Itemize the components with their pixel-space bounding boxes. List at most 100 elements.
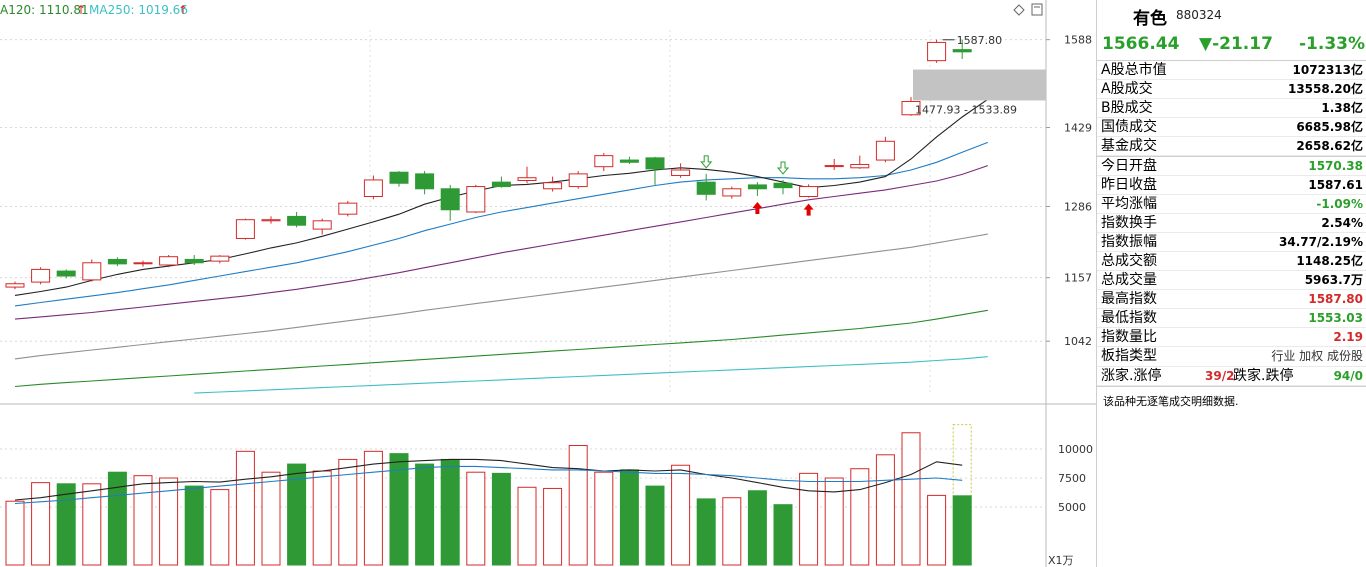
stat-value: 2.19 xyxy=(1333,330,1363,345)
y-tick-label: 1588 xyxy=(1064,34,1092,47)
volume-bar xyxy=(389,453,409,566)
buy-signal-icon xyxy=(752,201,763,214)
stat-row: 指数换手 2.54% xyxy=(1097,214,1366,233)
stat-label: 总成交量 xyxy=(1101,272,1157,289)
candle-body xyxy=(389,171,409,184)
stat-value: 1553.03 xyxy=(1308,311,1363,326)
expand-icon[interactable] xyxy=(1031,3,1043,16)
vol-tick-label: 5000 xyxy=(1058,501,1086,514)
candle-body xyxy=(287,215,307,226)
stat-label: 指数量比 xyxy=(1101,329,1157,346)
grid xyxy=(0,0,1096,567)
buy-signal-icon xyxy=(803,203,814,216)
chart-annotations: 1477.93 - 1533.89 1587.80 xyxy=(700,34,1046,216)
candle-body xyxy=(415,173,435,190)
volume-unit-label: X1万 xyxy=(1048,554,1074,567)
stat-row: 国债成交 6685.98亿 xyxy=(1097,118,1366,138)
vol-tick-label: 7500 xyxy=(1058,472,1086,485)
candle-body xyxy=(491,181,511,188)
volume-bar xyxy=(645,485,665,566)
candle-body xyxy=(568,173,588,188)
stat-row: 指数振幅 34.77/2.19% xyxy=(1097,233,1366,252)
volume-bar xyxy=(901,432,921,566)
candles xyxy=(5,39,972,290)
index-type-row: 板指类型 行业 加权 成份股 xyxy=(1097,347,1366,367)
candle-body xyxy=(31,268,51,283)
stat-value: 5963.7万 xyxy=(1304,273,1363,288)
stat-row: 最高指数 1587.80 xyxy=(1097,290,1366,310)
y-tick-label: 1286 xyxy=(1064,200,1092,213)
stat-label: 总成交额 xyxy=(1101,252,1157,269)
stat-label: 平均涨幅 xyxy=(1101,195,1157,212)
volume-bar xyxy=(619,469,639,566)
volume-ma-lines xyxy=(14,458,963,505)
stat-label: 指数振幅 xyxy=(1101,233,1157,250)
stat-label: A股成交 xyxy=(1101,81,1153,98)
ma250-legend: MA250: 1019.66 xyxy=(89,3,188,17)
candle-body xyxy=(517,177,537,181)
volume-bar xyxy=(210,489,230,566)
stat-row: B股成交 1.38亿 xyxy=(1097,99,1366,119)
kline-chart[interactable]: 1042 1157 1286 1429 1588 5000 7500 10000 X1万 147… xyxy=(0,0,1096,567)
volume-bar xyxy=(722,497,742,566)
volume-estimate-outline xyxy=(952,424,972,566)
stat-value: 13558.20亿 xyxy=(1287,82,1363,97)
volume-bar xyxy=(696,498,716,566)
volume-bar xyxy=(952,495,972,566)
y-tick-label: 1429 xyxy=(1064,121,1092,134)
candle-body xyxy=(159,256,179,266)
stat-value: 2.54% xyxy=(1321,215,1363,230)
stat-row: 最低指数 1553.03 xyxy=(1097,309,1366,329)
stat-value: 1570.38 xyxy=(1308,159,1363,174)
candle-body xyxy=(901,101,921,116)
volume-bar xyxy=(338,458,358,566)
volume-bar xyxy=(56,483,76,566)
stat-label: A股总市值 xyxy=(1101,62,1167,78)
volume-bar xyxy=(261,471,281,566)
stat-label: 指数换手 xyxy=(1101,214,1157,231)
stat-row: 基金成交 2658.62亿 xyxy=(1097,137,1366,157)
limit-down-value: 94/0 xyxy=(1333,368,1363,383)
candle-body xyxy=(56,270,76,277)
volume-bar xyxy=(31,482,51,566)
stat-label: 最高指数 xyxy=(1101,291,1157,308)
candle-body xyxy=(440,188,460,211)
price-change: ▼-21.17 xyxy=(1199,34,1273,54)
last-price: 1566.44 xyxy=(1102,34,1180,54)
stat-value: 1.38亿 xyxy=(1321,101,1363,116)
ma10-line xyxy=(14,141,988,307)
volume-bar xyxy=(440,458,460,566)
candle-body xyxy=(184,258,204,264)
index-type-label: 板指类型 xyxy=(1101,348,1157,365)
volume-bar xyxy=(312,470,332,566)
volume-bar xyxy=(850,468,870,566)
ma120-arrow: ↑ xyxy=(76,3,86,17)
stat-value: 1587.80 xyxy=(1308,292,1363,307)
index-type-value[interactable]: 行业 加权 成份股 xyxy=(1271,349,1363,364)
stat-row: 昨日收盘 1587.61 xyxy=(1097,176,1366,195)
limit-down-label: 跌家.跌停 xyxy=(1233,367,1294,384)
candle-body xyxy=(696,181,716,195)
candle-body xyxy=(312,220,332,230)
stat-value: 1072313亿 xyxy=(1292,63,1363,77)
candle-body xyxy=(850,163,870,169)
candle-body xyxy=(210,255,230,262)
candle-body xyxy=(82,262,102,281)
volume-bar xyxy=(159,477,179,566)
index-code: 880324 xyxy=(1176,8,1222,22)
candle-body xyxy=(261,219,281,222)
index-name: 有色 xyxy=(1133,9,1167,29)
quote-panel: 有色 880324 1566.44 ▼-21.17 -1.33% A股总市值 10… xyxy=(1096,0,1366,567)
stat-value: 1148.25亿 xyxy=(1296,253,1363,268)
price-line: 1566.44 ▼-21.17 -1.33% xyxy=(1097,30,1366,60)
y-axis: 1042 1157 1286 1429 1588 5000 7500 10000 X1万 xyxy=(1046,34,1093,567)
candle-body xyxy=(466,186,486,213)
stat-value: -1.09% xyxy=(1316,196,1363,211)
volume-bars xyxy=(5,424,972,566)
ma250-line xyxy=(194,356,988,394)
sell-signal-icon xyxy=(700,155,713,169)
stat-row: 指数量比 2.19 xyxy=(1097,328,1366,348)
settings-diamond-icon[interactable] xyxy=(1013,4,1025,16)
stat-label: 国债成交 xyxy=(1101,119,1157,136)
candle-body xyxy=(5,283,25,288)
